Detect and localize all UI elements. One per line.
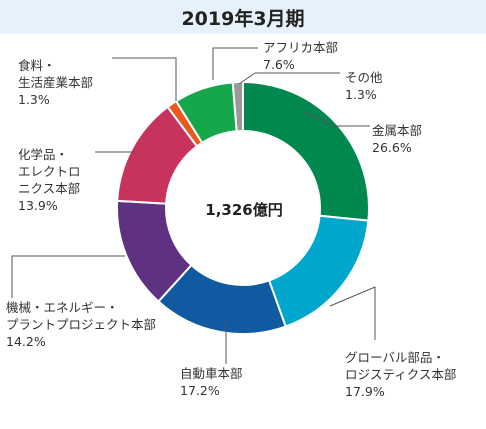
slice-labels: 金属本部 26.6% グローバル部品・ロジスティクス本部 17.9% 自動車本部 17.2… <box>6 40 456 399</box>
slice-others <box>231 80 244 133</box>
slice-label-machinery-energy-plant: 機械・エネルギー・プラントプロジェクト本部 14.2% <box>6 300 156 349</box>
slice-label-chemicals-electronics: 化学品・エレクトロニクス本部 13.9% <box>18 147 81 213</box>
leader-line-machinery-energy-plant <box>11 255 125 298</box>
leader-line-others <box>238 72 340 85</box>
slice-label-food-lifestyle: 食料・生活産業本部 1.3% <box>18 58 93 107</box>
leader-line-africa <box>212 47 258 80</box>
slice-label-metals: 金属本部 26.6% <box>372 123 422 155</box>
slice-label-africa: アフリカ本部 7.6% <box>263 40 338 72</box>
chart-title-bar: 2019年3月期 <box>0 0 486 34</box>
chart-title: 2019年3月期 <box>181 7 305 30</box>
slice-global-parts-logistics <box>267 214 370 328</box>
total-label: 1,326億円 <box>205 201 282 219</box>
slice-label-automotive: 自動車本部 17.2% <box>180 366 243 398</box>
slice-label-global-parts-logistics: グローバル部品・ロジスティクス本部 17.9% <box>345 350 456 399</box>
leader-line-metals <box>303 111 370 127</box>
slice-label-others: その他 1.3% <box>345 70 383 102</box>
leader-lines <box>11 47 376 364</box>
leader-line-food-lifestyle <box>112 57 177 101</box>
slice-metals <box>242 80 370 222</box>
leader-line-global-parts-logistics <box>329 286 376 340</box>
donut-slices <box>116 80 370 335</box>
